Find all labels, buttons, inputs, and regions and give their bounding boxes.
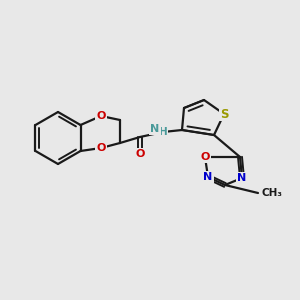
Text: O: O [135, 149, 145, 159]
Text: N: N [203, 172, 213, 182]
Text: N: N [150, 124, 160, 134]
Text: H: H [159, 127, 167, 137]
Text: CH₃: CH₃ [261, 188, 282, 198]
Text: O: O [96, 111, 106, 121]
Text: O: O [96, 143, 106, 153]
Text: S: S [220, 107, 228, 121]
Text: O: O [200, 152, 210, 162]
Text: N: N [237, 173, 247, 183]
